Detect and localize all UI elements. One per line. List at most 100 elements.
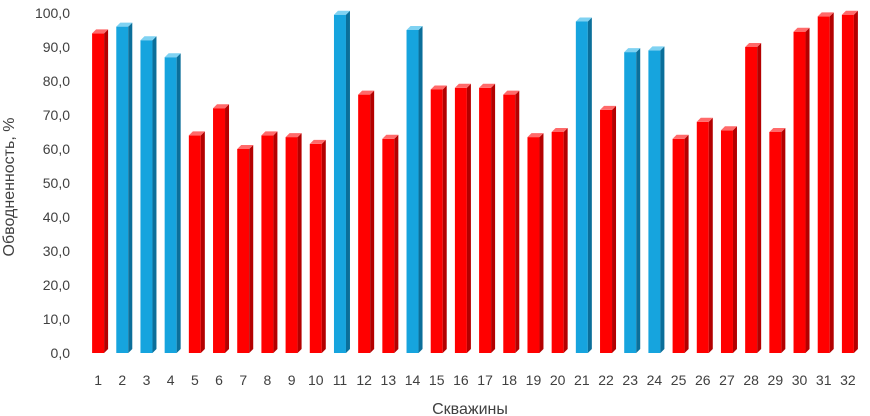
bar-side: [636, 48, 641, 353]
bar-top: [92, 29, 109, 34]
bar-front: [817, 16, 830, 354]
x-tick-label: 8: [264, 372, 272, 388]
bar-9: [285, 133, 302, 353]
x-tick-label: 2: [118, 372, 126, 388]
bar-side: [563, 128, 568, 353]
bar-top: [672, 134, 689, 139]
bar-side: [297, 133, 302, 353]
bar-top: [696, 117, 713, 122]
bar-front: [309, 143, 322, 353]
bar-side: [853, 10, 858, 353]
x-tick-label: 10: [308, 372, 324, 388]
bar-front: [696, 121, 709, 353]
bar-12: [358, 90, 375, 353]
x-tick-label: 1: [94, 372, 102, 388]
bar-side: [249, 145, 254, 353]
y-tick-label: 0,0: [51, 345, 71, 361]
bar-front: [769, 132, 782, 353]
bar-side: [612, 105, 617, 354]
bars: [92, 10, 858, 354]
bar-front: [213, 108, 226, 353]
bar-front: [503, 94, 516, 353]
bar-top: [261, 131, 278, 136]
x-tick-label: 16: [453, 372, 469, 388]
x-tick-label: 20: [550, 372, 566, 388]
x-tick-label: 7: [239, 372, 247, 388]
bar-side: [104, 29, 109, 354]
bar-28: [745, 43, 762, 353]
bar-top: [140, 36, 157, 41]
x-tick-label: 5: [191, 372, 199, 388]
x-tick-label: 24: [647, 372, 663, 388]
bar-top: [793, 27, 810, 32]
x-tick-label: 17: [477, 372, 493, 388]
bar-15: [430, 85, 447, 353]
bar-side: [515, 90, 520, 353]
y-axis-title: Обводненность, %: [1, 118, 18, 257]
bar-front: [261, 135, 274, 353]
bar-top: [430, 85, 447, 90]
bar-front: [672, 138, 685, 353]
bar-side: [732, 126, 737, 353]
bar-top: [116, 22, 133, 27]
bar-30: [793, 27, 810, 353]
x-tick-label: 29: [768, 372, 784, 388]
bar-front: [164, 57, 177, 353]
bar-13: [382, 134, 399, 353]
x-tick-label: 12: [356, 372, 372, 388]
bar-side: [491, 83, 496, 354]
bar-front: [382, 138, 395, 353]
bar-5: [188, 131, 205, 353]
y-tick-label: 10,0: [43, 311, 70, 327]
bar-side: [757, 43, 762, 353]
bar-top: [237, 145, 254, 149]
x-tick-label: 21: [574, 372, 590, 388]
y-tick-label: 80,0: [43, 73, 70, 89]
bar-front: [116, 26, 129, 353]
x-axis-title: Скважины: [432, 401, 508, 416]
x-tick-label: 3: [143, 372, 151, 388]
y-tick-label: 40,0: [43, 209, 70, 225]
bar-top: [841, 10, 858, 15]
bar-front: [479, 87, 492, 354]
bar-7: [237, 145, 254, 353]
bar-1: [92, 29, 109, 354]
y-tick-label: 30,0: [43, 243, 70, 259]
bar-side: [660, 46, 665, 354]
bar-front: [527, 137, 540, 353]
bar-side: [781, 128, 786, 353]
bar-front: [648, 50, 661, 354]
bar-front: [720, 130, 733, 353]
bar-31: [817, 12, 834, 354]
bar-29: [769, 128, 786, 353]
y-axis-ticks: 0,0 10,0 20,0 30,0 40,0 50,0 60,0 70,0 80,0 90,0 1…: [35, 5, 70, 361]
bar-top: [600, 105, 617, 110]
bar-27: [720, 126, 737, 353]
bar-front: [793, 31, 806, 353]
bar-side: [442, 85, 447, 353]
bar-4: [164, 53, 181, 353]
bar-side: [345, 10, 350, 353]
bar-front: [358, 94, 371, 353]
bar-26: [696, 117, 713, 353]
bar-top: [817, 12, 834, 17]
x-tick-label: 9: [288, 372, 296, 388]
x-tick-label: 6: [215, 372, 223, 388]
bar-front: [454, 87, 467, 354]
bar-top: [285, 133, 302, 138]
bar-front: [600, 109, 613, 354]
bar-19: [527, 133, 544, 353]
x-tick-label: 31: [816, 372, 832, 388]
bar-front: [575, 21, 588, 353]
x-tick-label: 15: [429, 372, 445, 388]
bar-10: [309, 139, 326, 353]
bar-18: [503, 90, 520, 353]
bar-front: [333, 14, 346, 353]
x-tick-label: 27: [719, 372, 735, 388]
bar-top: [358, 90, 375, 95]
bar-side: [200, 131, 205, 353]
bar-side: [394, 134, 399, 353]
x-tick-label: 19: [526, 372, 542, 388]
bar-side: [370, 90, 375, 353]
bar-top: [406, 26, 423, 30]
